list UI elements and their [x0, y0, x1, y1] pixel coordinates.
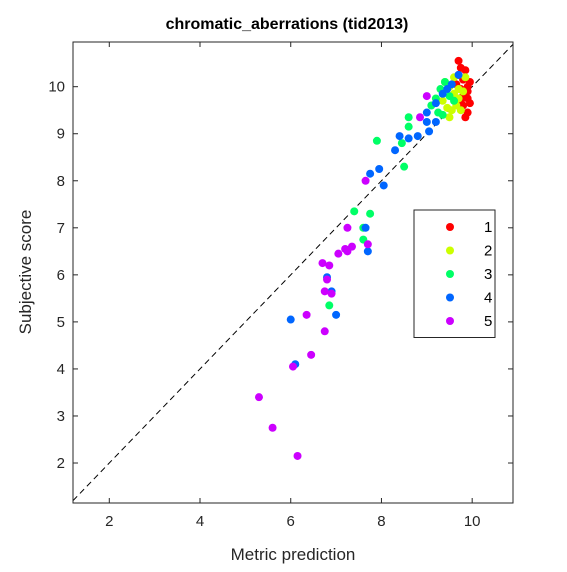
legend-item-2: 2 — [446, 243, 492, 260]
y-tick-label: 6 — [57, 267, 65, 284]
series-3 — [325, 77, 459, 310]
data-point — [289, 362, 297, 371]
y-tick-label: 3 — [57, 408, 65, 425]
data-point — [318, 259, 327, 268]
data-point — [375, 165, 384, 174]
data-point — [456, 106, 465, 115]
data-point — [404, 113, 413, 122]
axis-ticks: 2 4 6 8 10 2 3 4 5 6 7 8 9 10 — [48, 41, 514, 530]
data-point — [361, 176, 370, 185]
data-point — [391, 146, 400, 155]
data-point — [379, 181, 388, 190]
data-point — [327, 289, 336, 298]
data-point — [404, 134, 413, 143]
data-point — [431, 117, 440, 126]
data-point — [422, 108, 431, 117]
data-point — [461, 66, 470, 75]
y-tick-label: 4 — [57, 361, 65, 378]
data-point — [293, 451, 302, 460]
data-point — [440, 77, 449, 86]
y-tick-label: 8 — [57, 173, 65, 190]
data-point — [404, 122, 413, 131]
data-point — [445, 113, 454, 122]
data-point — [363, 240, 372, 249]
data-point — [413, 132, 422, 141]
data-point — [395, 132, 404, 141]
legend-marker — [446, 317, 454, 325]
legend-label: 5 — [484, 313, 492, 330]
data-point — [431, 99, 440, 108]
data-point — [268, 423, 277, 432]
legend-item-4: 4 — [446, 290, 492, 307]
data-point — [465, 99, 474, 108]
data-point — [325, 301, 334, 310]
data-point — [443, 85, 452, 94]
data-point — [307, 350, 316, 359]
data-point — [302, 310, 311, 319]
x-tick-label: 8 — [377, 513, 385, 530]
y-tick-label: 7 — [57, 220, 65, 237]
legend-marker — [446, 246, 454, 255]
data-point — [254, 393, 263, 402]
data-point — [397, 139, 406, 148]
data-point — [461, 113, 470, 122]
data-point — [343, 247, 352, 256]
legend-label: 4 — [484, 290, 492, 307]
x-axis-label: Metric prediction — [231, 545, 356, 564]
data-point — [332, 310, 341, 319]
x-tick-label: 2 — [105, 513, 113, 530]
y-tick-label: 2 — [57, 455, 65, 472]
data-point — [422, 92, 431, 101]
legend-label: 3 — [484, 266, 492, 283]
data-point — [400, 162, 409, 171]
data-point — [450, 96, 459, 105]
legend-box — [413, 209, 496, 338]
data-point — [363, 247, 372, 256]
x-tick-label: 10 — [464, 513, 481, 530]
data-point — [416, 113, 425, 122]
legend-marker — [446, 293, 454, 302]
data-point — [454, 70, 463, 79]
legend-item-3: 3 — [446, 266, 492, 283]
legend-label: 1 — [484, 219, 492, 236]
data-point — [350, 207, 359, 216]
data-point — [320, 287, 329, 296]
y-tick-label: 5 — [57, 314, 65, 331]
data-point — [447, 106, 456, 115]
data-point — [366, 169, 375, 178]
legend-marker — [446, 270, 454, 278]
data-point — [323, 275, 332, 284]
data-point — [454, 85, 463, 94]
data-point — [366, 209, 375, 218]
data-point — [461, 73, 470, 82]
y-tick-label: 10 — [48, 79, 65, 96]
data-point — [320, 327, 329, 336]
data-point — [325, 261, 334, 270]
y-axis-label: Subjective score — [16, 210, 35, 335]
data-point — [422, 117, 431, 126]
x-tick-label: 4 — [196, 513, 204, 530]
data-point — [438, 96, 447, 105]
legend-item-1: 1 — [446, 219, 492, 236]
axes-frame — [72, 41, 514, 504]
legend-item-5: 5 — [446, 313, 492, 330]
reference-line — [73, 44, 513, 501]
data-point — [438, 110, 447, 119]
data-point — [372, 136, 381, 145]
data-point — [286, 315, 295, 324]
series-5 — [254, 92, 431, 460]
y-tick-label: 9 — [57, 126, 65, 143]
data-point — [454, 56, 463, 65]
data-point — [425, 127, 434, 136]
x-tick-label: 6 — [287, 513, 295, 530]
legend: 1 2 3 4 5 — [413, 209, 496, 338]
data-point — [343, 223, 352, 232]
legend-marker — [446, 223, 454, 231]
chart-title: chromatic_aberrations (tid2013) — [166, 16, 409, 33]
data-point — [361, 223, 370, 232]
data-point — [334, 249, 343, 258]
legend-label: 2 — [484, 243, 492, 260]
